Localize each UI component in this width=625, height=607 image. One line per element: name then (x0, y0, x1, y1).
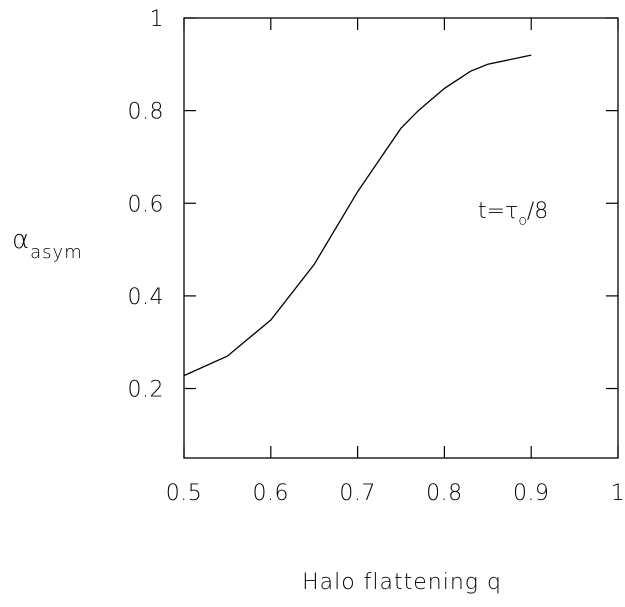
axis-tick-labels: 0.5 0.6 0.7 0.8 0.9 1 0.2 0.4 0.6 0.8 1 (128, 7, 625, 506)
y-tick-label: 1 (150, 7, 165, 32)
x-tick-label: 0.9 (513, 481, 550, 506)
x-tick-label: 1 (611, 481, 625, 506)
axis-ticks (183, 17, 619, 458)
x-tick-label: 0.6 (253, 481, 290, 506)
series-line (183, 54, 532, 377)
time-annotation: t=τo/8 (478, 199, 548, 229)
y-tick-label: 0.2 (128, 378, 165, 403)
x-tick-label: 0.7 (339, 481, 376, 506)
annotation-prefix: t=τ (478, 199, 518, 224)
y-axis-subscript: asym (30, 242, 83, 263)
annotation-subscript: o (518, 213, 527, 229)
y-axis-title: αasym (12, 225, 83, 263)
x-tick-label: 0.5 (166, 481, 203, 506)
series-layer (183, 54, 532, 377)
annotation-suffix: /8 (527, 199, 548, 224)
x-tick-label: 0.8 (426, 481, 463, 506)
y-tick-label: 0.8 (128, 100, 165, 125)
plot-frame (183, 17, 619, 459)
y-axis-symbol: α (12, 225, 30, 255)
x-axis-title: Halo flattening q (302, 570, 502, 595)
y-tick-label: 0.6 (128, 192, 165, 217)
y-tick-label: 0.4 (128, 285, 165, 310)
